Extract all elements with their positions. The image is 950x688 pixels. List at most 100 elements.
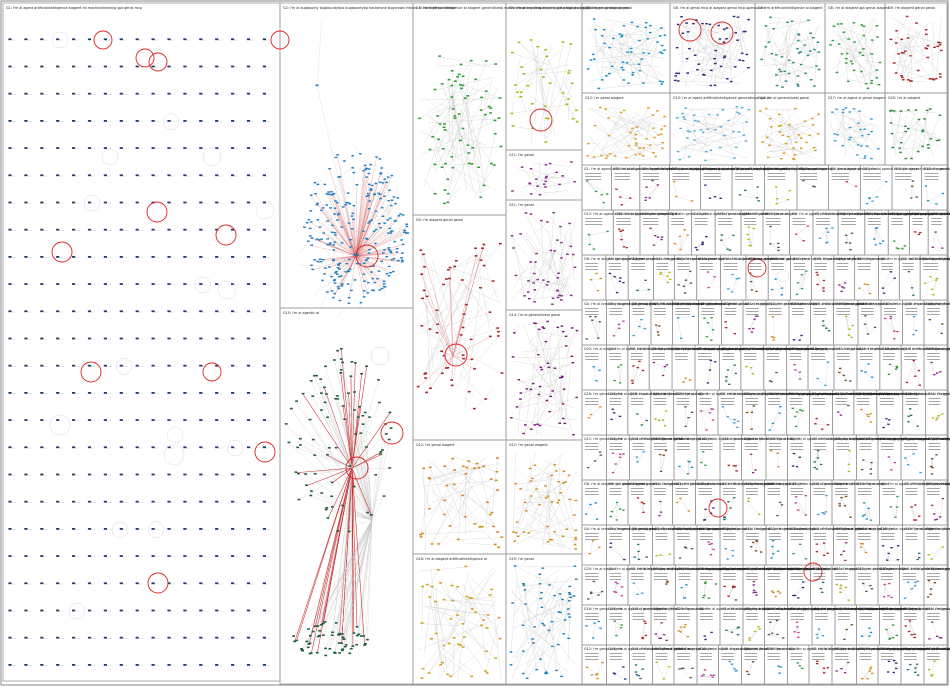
graph-node	[836, 133, 839, 136]
graph-node	[599, 406, 602, 408]
graph-node	[439, 582, 442, 584]
graph-node	[713, 196, 717, 198]
graph-edge	[824, 543, 828, 554]
group-box-small	[856, 344, 881, 391]
graph-edge	[703, 48, 713, 76]
group-box-small	[811, 604, 836, 646]
dyad-node	[151, 555, 155, 557]
dyad-node	[199, 419, 203, 421]
graph-node	[351, 645, 355, 647]
dyad-node	[8, 419, 12, 421]
graph-edge	[749, 316, 758, 330]
graph-edge	[770, 244, 779, 249]
graph-node	[311, 438, 315, 441]
graph-edge	[301, 519, 373, 651]
graph-node	[644, 21, 648, 24]
graph-node	[900, 38, 904, 41]
graph-edge	[382, 170, 389, 184]
graph-edge	[856, 35, 877, 79]
dyad-node	[262, 310, 266, 313]
graph-node	[333, 213, 336, 215]
graph-edge	[643, 504, 645, 513]
graph-edge	[632, 368, 639, 384]
dyad-node	[56, 446, 60, 449]
graph-edge	[614, 111, 658, 156]
graph-node	[354, 433, 358, 435]
graph-node	[640, 58, 644, 60]
dyad-node	[103, 364, 107, 367]
graph-node	[794, 496, 798, 498]
graph-node	[467, 460, 471, 462]
graph-node	[798, 543, 802, 545]
graph-edge	[358, 519, 373, 635]
graph-node	[435, 331, 439, 334]
graph-edge	[662, 367, 666, 377]
dyad-node	[119, 120, 123, 122]
graph-node	[724, 321, 727, 323]
graph-edge	[340, 240, 351, 242]
graph-node	[663, 49, 666, 51]
graph-edge	[330, 208, 357, 257]
graph-edge	[769, 372, 777, 382]
graph-node	[858, 110, 861, 112]
graph-node	[826, 424, 830, 426]
group-box-small	[742, 524, 767, 566]
graph-node	[829, 44, 832, 46]
graph-node	[313, 374, 316, 377]
graph-node	[340, 283, 344, 285]
dyad-node	[24, 256, 28, 258]
graph-node	[355, 183, 359, 186]
graph-node	[433, 163, 437, 166]
dyad-node	[87, 283, 92, 285]
graph-node	[750, 411, 754, 413]
group-box-small	[902, 299, 925, 346]
graph-edge	[465, 542, 496, 546]
graph-edge	[781, 29, 788, 58]
graph-edge	[918, 138, 921, 153]
graph-node	[800, 287, 804, 290]
graph-node	[839, 414, 843, 416]
graph-edge	[891, 123, 937, 135]
graph-node	[316, 260, 320, 263]
graph-edge	[702, 24, 711, 65]
dyad-node	[231, 392, 235, 394]
graph-node	[387, 199, 390, 202]
graph-node	[939, 76, 942, 78]
dyad-node	[167, 664, 171, 666]
graph-node	[707, 597, 711, 599]
graph-node	[378, 158, 382, 160]
graph-edge	[437, 83, 491, 117]
graph-node	[295, 400, 298, 402]
graph-edge	[632, 370, 644, 384]
graph-node	[451, 599, 455, 602]
graph-edge	[610, 502, 618, 518]
graph-node	[835, 108, 838, 110]
graph-edge	[891, 62, 919, 72]
dyad-node	[246, 419, 251, 421]
graph-edge	[700, 411, 707, 431]
graph-node	[907, 421, 910, 423]
graph-edge	[632, 121, 655, 139]
graph-node	[316, 635, 320, 638]
graph-edge	[678, 73, 689, 88]
dyad-node	[262, 446, 266, 449]
graph-edge	[355, 200, 393, 257]
graph-node	[866, 283, 869, 286]
graph-node	[631, 71, 635, 74]
dyad-node	[40, 92, 44, 95]
graph-node	[362, 290, 366, 292]
graph-node	[330, 506, 334, 508]
graph-node	[320, 409, 323, 411]
graph-node	[509, 651, 513, 653]
group-box-small	[763, 344, 788, 391]
graph-edge	[563, 83, 573, 103]
group-box-small	[629, 524, 653, 566]
dyad-node	[246, 65, 251, 68]
graph-node	[695, 249, 699, 251]
graph-node	[450, 379, 454, 381]
graph-edge	[913, 120, 938, 142]
graph-node	[324, 647, 327, 650]
graph-node	[620, 586, 624, 588]
graph-edge	[351, 467, 355, 634]
graph-node	[727, 119, 730, 122]
